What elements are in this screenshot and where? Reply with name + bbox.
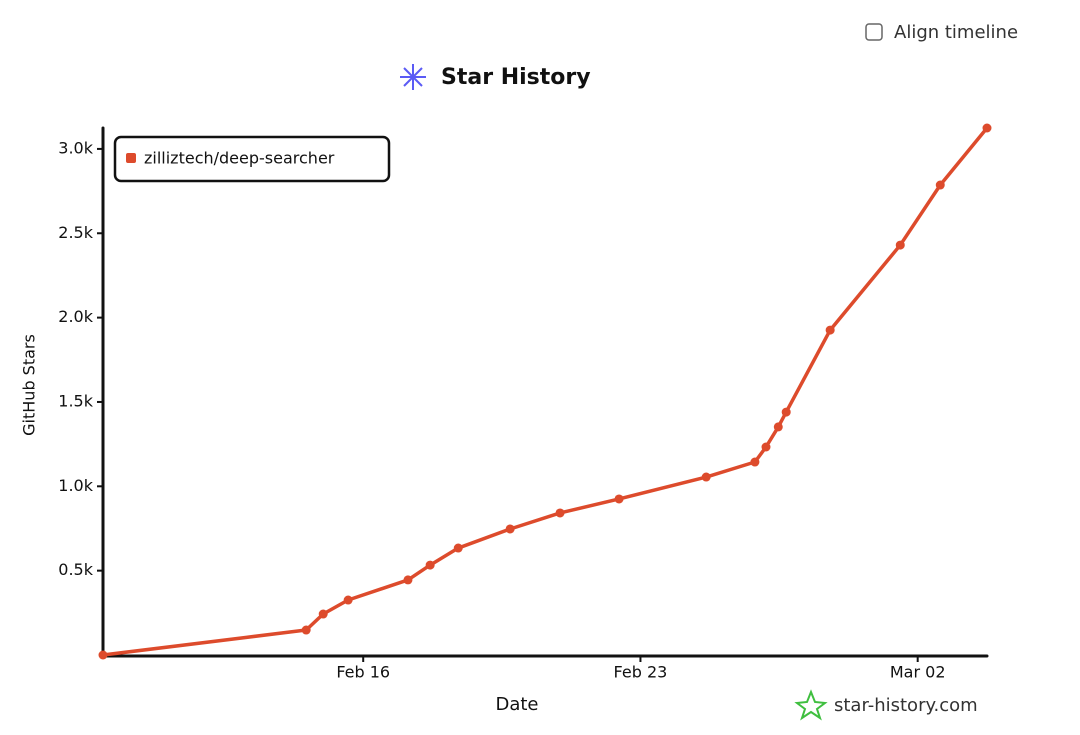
y-tick-label: 0.5k (58, 560, 93, 579)
y-tick-label: 1.0k (58, 476, 93, 495)
data-point (825, 325, 835, 335)
y-tick-label: 2.0k (58, 307, 93, 326)
watermark: star-history.com (834, 695, 978, 716)
chart-title: Star History (441, 65, 591, 90)
y-tick-label: 1.5k (58, 391, 93, 410)
series-line (101, 126, 989, 657)
x-tick-label: Mar 02 (890, 663, 946, 682)
watermark-icon (794, 689, 828, 721)
data-point (761, 442, 771, 452)
data-point (614, 494, 624, 504)
y-tick-label: 2.5k (58, 223, 93, 242)
x-axis-label: Date (495, 694, 538, 715)
data-point (982, 123, 992, 133)
data-point (98, 650, 108, 660)
legend-box (113, 135, 391, 183)
data-point (555, 508, 565, 518)
align-timeline-checkbox[interactable] (865, 23, 883, 41)
data-point (935, 180, 945, 190)
data-point (750, 457, 760, 467)
data-point (318, 609, 328, 619)
x-tick-label: Feb 23 (614, 663, 668, 682)
y-tick-label: 3.0k (58, 138, 93, 157)
data-point (895, 240, 905, 250)
legend-label: zilliztech/deep-searcher (144, 149, 335, 168)
title-icon (400, 64, 426, 90)
data-point (301, 625, 311, 635)
legend-swatch (126, 153, 136, 163)
align-timeline-label[interactable]: Align timeline (894, 22, 1018, 43)
data-point (343, 595, 353, 605)
data-point (425, 560, 435, 570)
y-axis-label: GitHub Stars (20, 334, 39, 436)
data-point (781, 407, 791, 417)
data-point (453, 543, 463, 553)
data-point (403, 575, 413, 585)
data-point (505, 524, 515, 534)
x-tick-label: Feb 16 (336, 663, 390, 682)
data-point (773, 422, 783, 432)
data-point (701, 472, 711, 482)
